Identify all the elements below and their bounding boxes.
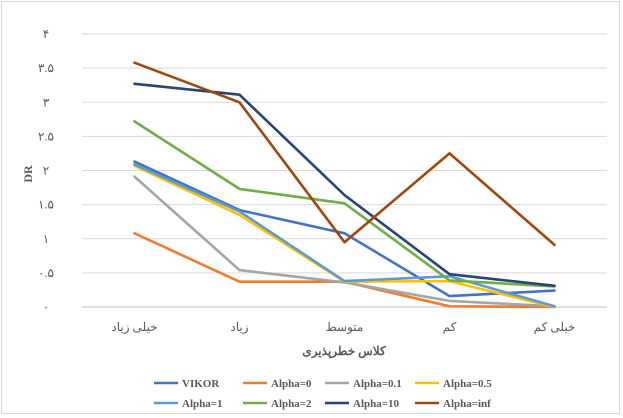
legend-label: VIKOR (182, 378, 220, 390)
gridlines (82, 33, 607, 308)
legend-label: Alpha=10 (353, 398, 400, 410)
legend-label: Alpha=2 (271, 398, 312, 410)
legend-label: Alpha=0 (271, 378, 312, 390)
x-axis-ticks: خیلی زیاد زیاد متوسط کم خیلی کم (111, 320, 575, 334)
legend-label: Alpha=0.1 (353, 378, 402, 390)
x-axis-title: کلاس خطرپذیری (302, 344, 386, 359)
y-tick-label: ۲.۵ (38, 129, 54, 143)
y-tick-label: ۱ (43, 232, 49, 246)
series-line-vikor (133, 160, 556, 298)
y-tick-label: ۲ (43, 164, 49, 178)
x-tick-label: زیاد (230, 320, 248, 334)
y-tick-label: ۰.۵ (38, 266, 54, 280)
series-lines (133, 61, 556, 309)
y-tick-label: ۳.۵ (38, 61, 54, 75)
y-tick-label: ۳ (43, 95, 50, 109)
x-tick-label: خیلی زیاد (111, 320, 157, 334)
series-line-alpha-0-5 (133, 164, 556, 309)
legend-label: Alpha=0.5 (443, 378, 492, 390)
legend-label: Alpha=inf (443, 398, 491, 410)
y-tick-label: ۴ (43, 27, 49, 41)
legend: VIKOR Alpha=0 Alpha=0.1 Alpha=0.5 Alpha=1 Alp… (154, 378, 492, 410)
y-tick-label: ۱.۵ (38, 198, 54, 212)
x-tick-label: خیلی کم (534, 320, 576, 334)
y-axis-ticks: ۰ ۰.۵ ۱ ۱.۵ ۲ ۲.۵ ۳ ۳.۵ ۴ (38, 27, 54, 314)
y-tick-label: ۰ (43, 300, 49, 314)
x-tick-label: متوسط (326, 320, 364, 334)
x-tick-label: کم (443, 320, 457, 334)
series-line-alpha-1 (133, 163, 556, 308)
series-line-alpha-2 (133, 120, 556, 288)
series-line-alpha-0 (133, 232, 556, 309)
series-line-alpha-10 (133, 82, 556, 288)
series-line-alpha-inf (133, 61, 556, 247)
legend-label: Alpha=1 (182, 398, 223, 410)
y-axis-title: DR (21, 165, 35, 183)
